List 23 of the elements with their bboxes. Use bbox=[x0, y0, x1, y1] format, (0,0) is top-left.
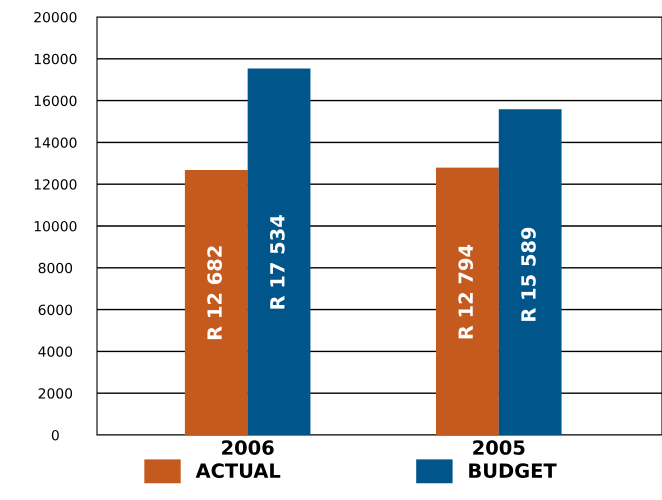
data-label: R 15 589 bbox=[521, 228, 536, 321]
y-tick-label: 0 bbox=[52, 430, 59, 440]
y-tick-label: 8000 bbox=[38, 262, 72, 274]
y-tick-label: 14000 bbox=[34, 137, 76, 148]
y-tick-label: 18000 bbox=[34, 54, 76, 64]
y-tick-label: 6000 bbox=[38, 304, 72, 316]
bar bbox=[436, 168, 499, 435]
bar bbox=[248, 68, 310, 435]
y-tick-label: 2000 bbox=[38, 388, 72, 399]
x-tick-label: 2006 bbox=[222, 440, 274, 455]
y-tick-label: 16000 bbox=[34, 96, 76, 106]
y-tick-label: 4000 bbox=[38, 346, 72, 357]
data-label: R 17 534 bbox=[270, 215, 285, 309]
data-label: R 12 794 bbox=[458, 244, 474, 338]
y-tick-label: 20000 bbox=[34, 12, 76, 22]
x-tick-label: 2005 bbox=[473, 440, 524, 455]
legend-label: ACTUAL bbox=[196, 463, 280, 478]
legend-label: BUDGET bbox=[469, 463, 557, 478]
bar bbox=[184, 170, 248, 435]
data-label: R 12 682 bbox=[207, 246, 222, 340]
y-tick-label: 12000 bbox=[34, 179, 76, 190]
bar bbox=[498, 109, 562, 435]
y-tick-label: 10000 bbox=[34, 220, 76, 232]
